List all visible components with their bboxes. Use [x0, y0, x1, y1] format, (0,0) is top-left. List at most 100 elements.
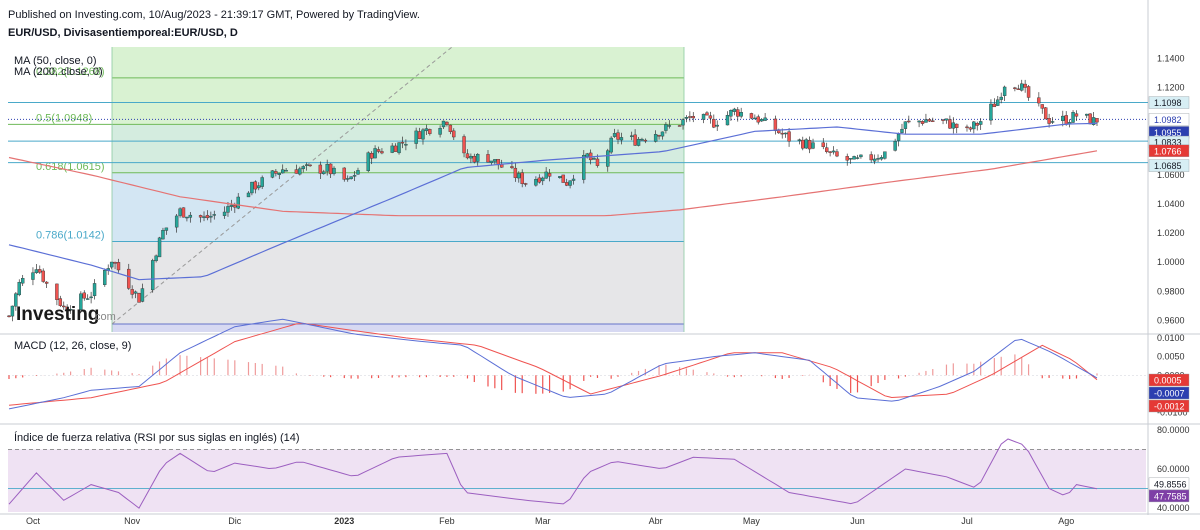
candle-body — [325, 164, 329, 172]
time-axis-tick: Abr — [649, 516, 663, 526]
candle — [541, 176, 545, 186]
candle-body — [393, 145, 398, 152]
time-axis-tick: Nov — [124, 516, 141, 526]
candle — [684, 115, 689, 123]
candle — [1071, 110, 1075, 123]
candle — [346, 175, 350, 182]
candle — [445, 121, 449, 127]
candle-body — [445, 121, 449, 125]
macd-tag-bg — [1148, 399, 1190, 413]
candle-body — [1002, 86, 1007, 96]
price-axis-tick: 0.9600 — [1157, 315, 1185, 325]
candle-body — [260, 177, 264, 187]
candle-body — [571, 178, 576, 181]
candle — [941, 119, 945, 125]
candle-body — [137, 292, 141, 303]
candle — [972, 121, 976, 134]
candle — [448, 124, 453, 135]
fib-level-label: 0.786(1.0142) — [36, 230, 105, 242]
candle-body — [893, 141, 897, 151]
candle-body — [349, 176, 353, 179]
candle-body — [1074, 113, 1079, 117]
candle — [660, 131, 665, 140]
candle-body — [592, 158, 596, 160]
price-axis-tick: 1.0600 — [1157, 170, 1185, 180]
candle — [517, 171, 521, 183]
candle-body — [760, 119, 764, 122]
candle-body — [246, 192, 251, 198]
candle-body — [688, 116, 692, 118]
candle — [274, 169, 278, 177]
candle-body — [1037, 97, 1041, 104]
candle — [725, 111, 730, 126]
candle-body — [34, 269, 39, 274]
candle — [181, 207, 186, 218]
candle — [472, 153, 477, 164]
candle-body — [948, 119, 952, 129]
candle — [366, 151, 370, 173]
candle — [1016, 84, 1021, 91]
candle — [294, 164, 299, 174]
candle — [476, 153, 480, 166]
candle — [547, 169, 552, 182]
candle — [523, 182, 528, 187]
candle-body — [133, 291, 138, 294]
candle-body — [14, 293, 18, 307]
candle — [332, 166, 336, 176]
candle — [34, 263, 39, 274]
candle — [783, 132, 788, 138]
candle-body — [82, 292, 86, 299]
candle — [253, 180, 258, 194]
candle — [653, 130, 658, 143]
candle-body — [301, 166, 305, 169]
candle — [606, 148, 610, 172]
candle-body — [154, 255, 158, 262]
macd-tag: -0.0012 — [1148, 399, 1190, 413]
candle — [222, 206, 227, 219]
candle-body — [869, 154, 873, 161]
price-tag: 1.1098 — [1148, 96, 1190, 109]
candle — [1040, 104, 1044, 114]
candle — [633, 129, 637, 147]
candle-body — [681, 119, 685, 126]
candle-body — [188, 214, 193, 218]
candle-body — [513, 167, 518, 178]
rsi-line — [8, 438, 1098, 509]
candle — [342, 167, 346, 182]
candle-body — [356, 170, 360, 175]
candle-body — [510, 166, 514, 169]
time-axis-tick: Dic — [228, 516, 241, 526]
candle — [1002, 85, 1007, 102]
candle-body — [955, 123, 959, 128]
candle — [736, 107, 740, 122]
candle — [927, 117, 932, 123]
candle — [975, 121, 979, 131]
candle — [38, 265, 42, 274]
candle — [992, 98, 997, 108]
candle — [85, 294, 90, 300]
candle-body — [202, 216, 206, 218]
candle — [968, 126, 973, 132]
candle — [14, 291, 18, 311]
candle — [44, 281, 49, 288]
candle-body — [783, 132, 788, 135]
candle-body — [534, 179, 538, 186]
candle — [677, 125, 682, 127]
candle-body — [558, 176, 562, 178]
candle — [130, 285, 134, 299]
candle-body — [825, 147, 829, 152]
candle-body — [31, 272, 35, 280]
candle — [787, 128, 791, 147]
candle — [205, 210, 210, 221]
macd-tag-text: 0.0005 — [1154, 376, 1182, 386]
candle — [369, 151, 374, 165]
candle-body — [322, 171, 326, 175]
candle-body — [564, 182, 569, 186]
candle-body — [140, 288, 145, 302]
candle-body — [989, 103, 993, 121]
candle — [465, 149, 470, 160]
ma200-label: MA (200, close, 0) — [14, 66, 103, 78]
candle — [493, 159, 497, 165]
price-tag-bg — [1148, 144, 1190, 158]
candle-body — [944, 118, 949, 121]
